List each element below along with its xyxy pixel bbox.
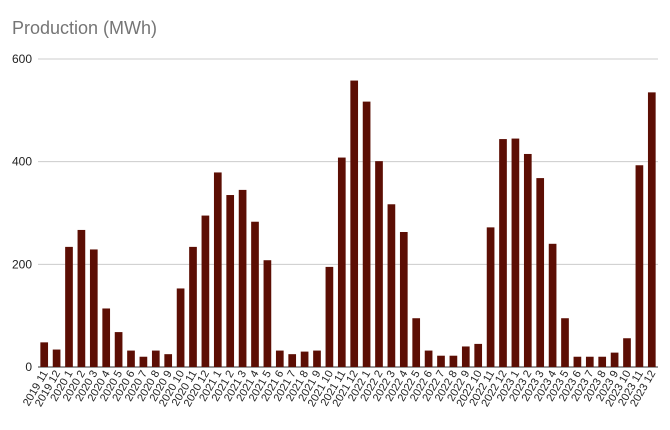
bars xyxy=(40,80,656,368)
bar xyxy=(238,189,247,367)
bar xyxy=(275,350,284,367)
bar xyxy=(52,349,61,367)
bar xyxy=(387,204,396,367)
bar xyxy=(201,215,210,367)
bar xyxy=(127,350,135,367)
bar xyxy=(424,350,433,367)
y-tick-label: 400 xyxy=(12,155,32,169)
bar xyxy=(139,356,148,367)
bar xyxy=(647,92,656,367)
bar xyxy=(89,249,98,367)
bar xyxy=(548,243,557,367)
chart-title: Production (MWh) xyxy=(12,18,158,38)
bar xyxy=(499,139,507,367)
bar xyxy=(65,246,73,367)
bar xyxy=(40,342,49,367)
bar xyxy=(561,318,569,367)
bar xyxy=(511,138,520,367)
bar xyxy=(337,157,346,367)
bar xyxy=(461,346,470,367)
bar xyxy=(164,354,173,367)
y-tick-label: 600 xyxy=(12,52,32,66)
y-axis-ticks: 0 200 400 600 xyxy=(12,52,32,374)
bar xyxy=(598,356,607,367)
bar xyxy=(77,229,86,367)
bar xyxy=(176,288,185,367)
bar xyxy=(300,351,309,367)
bar xyxy=(610,352,619,367)
bar xyxy=(375,161,383,367)
bar xyxy=(412,318,421,367)
bar xyxy=(449,355,458,367)
bar xyxy=(486,227,495,367)
bar xyxy=(573,356,582,367)
bar xyxy=(585,356,594,367)
y-tick-label: 200 xyxy=(12,257,32,271)
bar xyxy=(189,246,197,367)
bar xyxy=(399,231,408,367)
bar xyxy=(263,260,272,367)
bar xyxy=(523,153,532,367)
bar xyxy=(350,80,359,367)
bar xyxy=(213,172,222,367)
bar xyxy=(623,338,631,367)
bar xyxy=(288,354,297,367)
bar xyxy=(114,332,123,367)
bar xyxy=(325,266,334,367)
bar xyxy=(635,165,644,367)
bar xyxy=(362,101,371,368)
bar xyxy=(536,178,545,367)
bar xyxy=(474,343,483,367)
bar xyxy=(251,221,259,367)
bar xyxy=(313,350,321,367)
bar xyxy=(226,195,235,367)
y-tick-label: 0 xyxy=(25,360,32,374)
bar xyxy=(437,355,445,367)
bar xyxy=(151,350,160,367)
bar xyxy=(102,308,111,367)
